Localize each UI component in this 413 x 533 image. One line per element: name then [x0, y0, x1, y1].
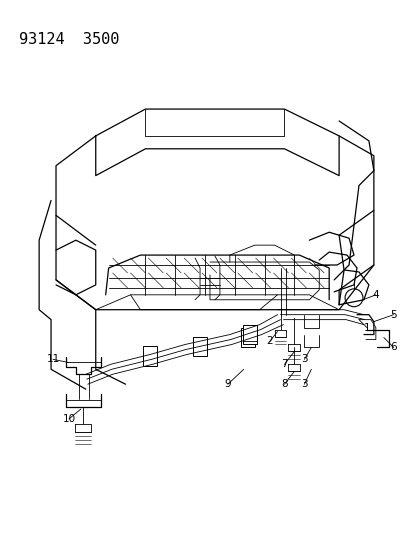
Text: 10: 10: [62, 414, 75, 424]
Text: 2: 2: [266, 336, 272, 346]
Text: 6: 6: [389, 343, 396, 352]
Text: 8: 8: [280, 379, 287, 389]
Text: 9: 9: [224, 379, 230, 389]
Bar: [143, 346, 157, 366]
Bar: [242, 325, 256, 344]
Circle shape: [344, 289, 362, 306]
Text: 7: 7: [280, 359, 287, 369]
Text: 5: 5: [389, 310, 396, 320]
Text: 4: 4: [372, 290, 378, 300]
Text: 1: 1: [363, 322, 369, 333]
Bar: [240, 328, 254, 348]
Text: 11: 11: [46, 354, 59, 365]
Bar: [192, 336, 206, 357]
Text: 3: 3: [300, 379, 307, 389]
Text: 3: 3: [300, 354, 307, 365]
Text: 93124  3500: 93124 3500: [19, 31, 119, 46]
